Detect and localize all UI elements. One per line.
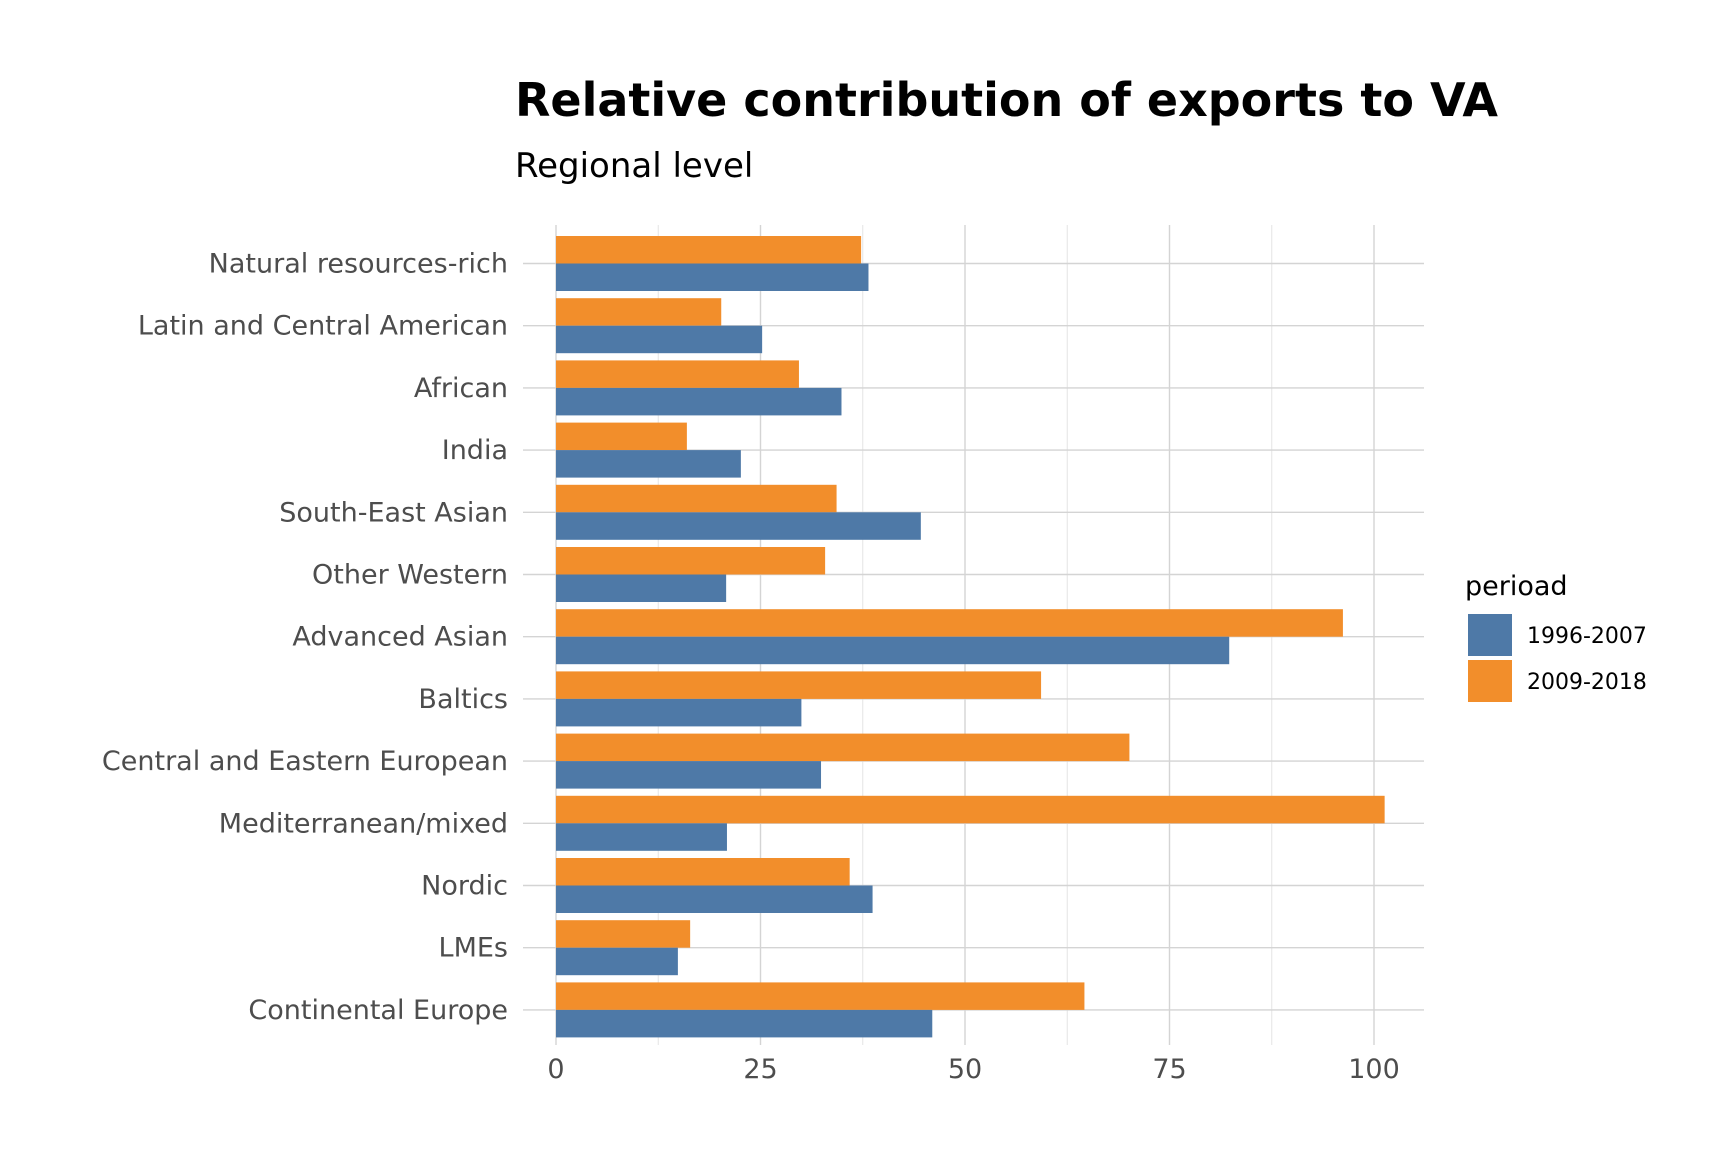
legend-swatch	[1468, 660, 1512, 702]
bar-1996-2007	[556, 698, 802, 727]
x-tick-label: 25	[743, 1054, 777, 1085]
legend: perioad 1996-2007 2009-2018	[1465, 571, 1647, 702]
category-label: Central and Eastern European	[102, 746, 508, 777]
bar-1996-2007	[556, 450, 741, 478]
bar-2009-2018	[556, 795, 1385, 824]
bar-1996-2007	[556, 885, 873, 913]
legend-label: 1996-2007	[1527, 624, 1647, 649]
bar-2009-2018	[556, 422, 687, 451]
bar-1996-2007	[556, 263, 869, 291]
bar-2009-2018	[556, 671, 1042, 699]
category-label: Nordic	[421, 871, 508, 902]
category-label: African	[414, 373, 508, 404]
category-label: Mediterranean/mixed	[219, 808, 508, 839]
x-tick-label: 50	[948, 1054, 982, 1085]
category-label: Advanced Asian	[292, 622, 508, 653]
legend-title: perioad	[1465, 571, 1568, 602]
category-label: India	[442, 435, 508, 466]
category-label: LMEs	[439, 933, 508, 964]
bar-1996-2007	[556, 761, 822, 789]
bar-2009-2018	[556, 298, 722, 326]
bar-2009-2018	[556, 236, 862, 264]
bar-1996-2007	[556, 512, 921, 540]
bar-2009-2018	[556, 733, 1130, 762]
bar-2009-2018	[556, 982, 1085, 1010]
chart-title: Relative contribution of exports to VA	[515, 73, 1498, 127]
category-labels: Natural resources-rich Latin and Central …	[102, 249, 508, 1026]
bar-2009-2018	[556, 920, 691, 948]
chart-subtitle: Regional level	[515, 146, 753, 186]
category-label: South-East Asian	[279, 497, 508, 528]
bar-1996-2007	[556, 325, 763, 354]
x-axis-ticks: 0 25 50 75 100	[547, 1054, 1399, 1085]
bar-1996-2007	[556, 947, 678, 976]
bar-2009-2018	[556, 360, 799, 388]
bar-1996-2007	[556, 823, 727, 851]
legend-label: 2009-2018	[1527, 670, 1647, 695]
bar-2009-2018	[556, 484, 837, 513]
bar-1996-2007	[556, 387, 842, 416]
bar-1996-2007	[556, 574, 727, 602]
legend-swatch	[1468, 614, 1512, 656]
category-label: Latin and Central American	[138, 311, 508, 342]
category-label: Other Western	[312, 560, 508, 591]
x-tick-label: 75	[1152, 1054, 1186, 1085]
bar-2009-2018	[556, 858, 850, 886]
bar-1996-2007	[556, 1009, 933, 1038]
x-tick-label: 100	[1348, 1054, 1400, 1085]
x-tick-label: 0	[547, 1054, 564, 1085]
bar-2009-2018	[556, 547, 826, 575]
category-label: Natural resources-rich	[209, 249, 508, 280]
bar-layer	[556, 236, 1385, 1038]
bar-1996-2007	[556, 636, 1230, 665]
category-label: Baltics	[418, 684, 508, 715]
category-label: Continental Europe	[248, 995, 508, 1026]
bar-2009-2018	[556, 609, 1343, 637]
